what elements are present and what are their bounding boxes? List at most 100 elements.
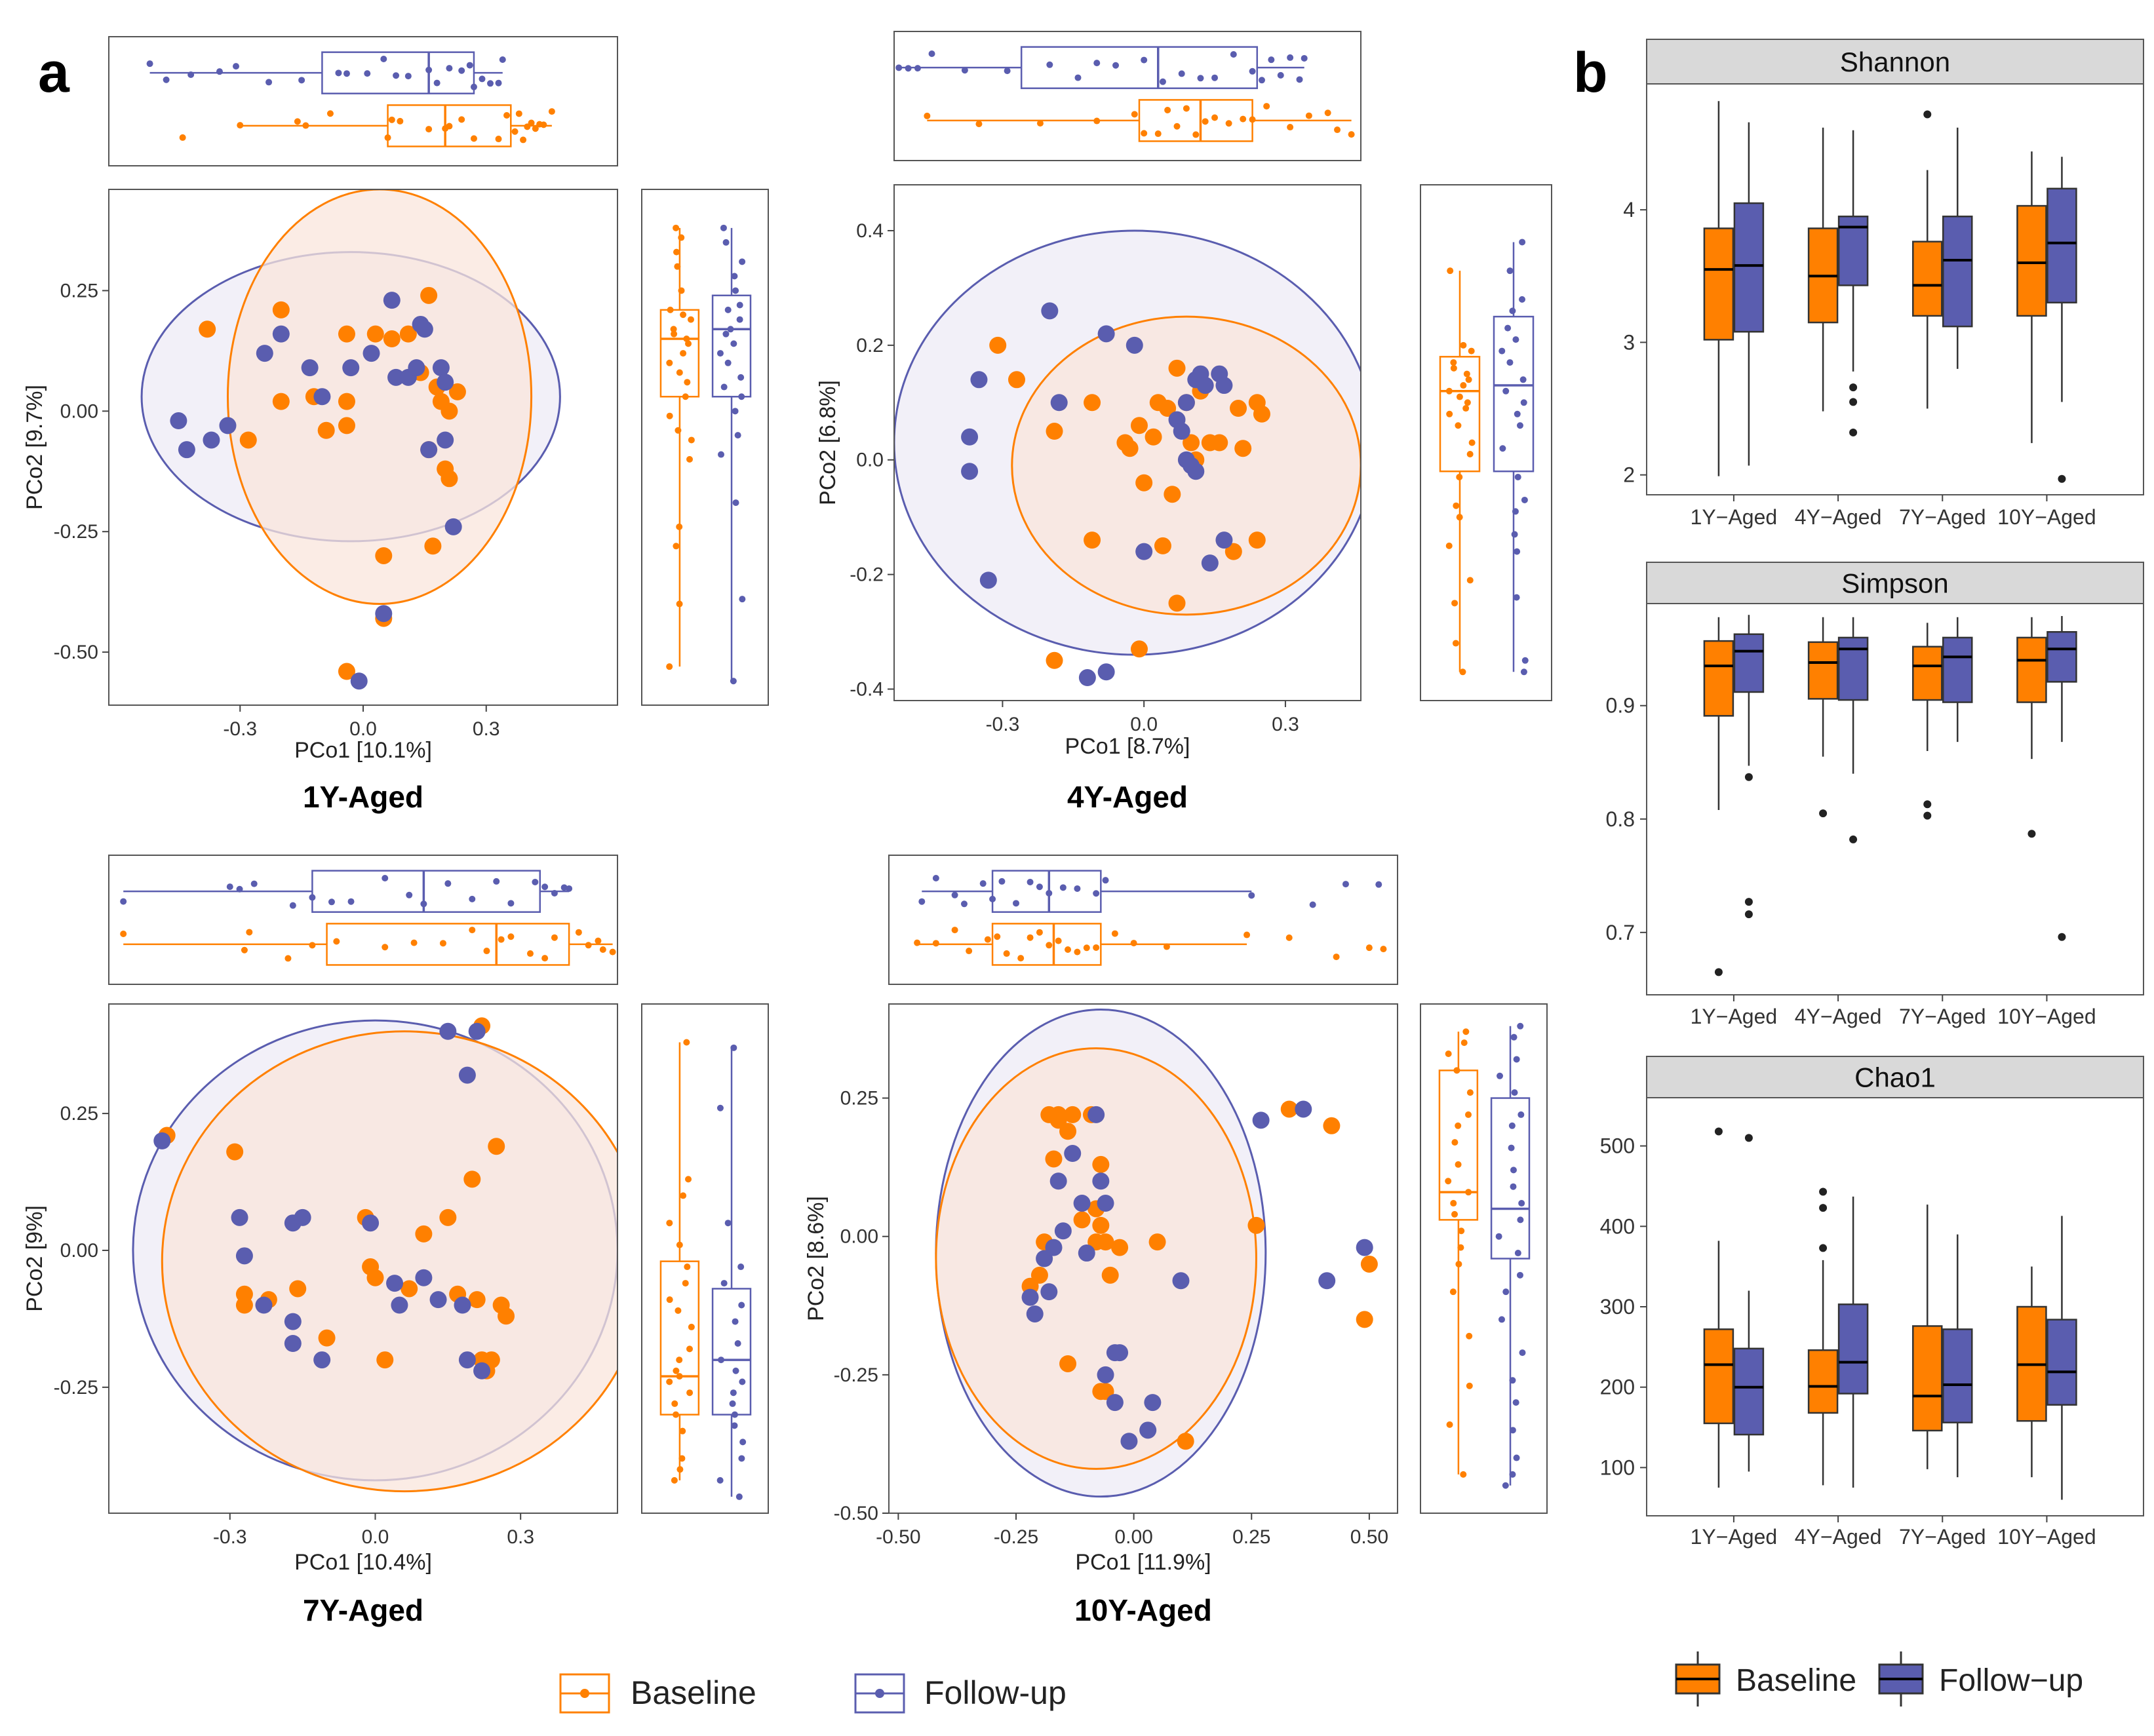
pcoa-4y-point-baseline-18	[1230, 400, 1247, 417]
box-simpson-y-tick-label-2: 0.9	[1606, 694, 1635, 718]
pcoa-7y-point-baseline-9	[366, 1269, 384, 1286]
pcoa-10y-point-baseline-7	[1049, 1111, 1067, 1129]
pcoa-7y-point-followup-2	[235, 1247, 253, 1265]
pcoa-7y-side-dot-baseline-12	[673, 1367, 680, 1374]
box-shannon-box-followup-2	[1942, 216, 1973, 328]
legend-a-followup-key-dot	[875, 1689, 884, 1698]
pcoa-7y-side-dot-baseline-0	[683, 1039, 690, 1046]
box-shannon-y-tick-label-2: 4	[1623, 198, 1635, 222]
pcoa-7y-top-dot-followup-17	[551, 889, 558, 897]
pcoa-4y-point-followup-4	[1041, 302, 1059, 320]
pcoa-4y-top-dot-followup-10	[1141, 56, 1148, 64]
pcoa-4y-top-dot-followup-6	[1046, 61, 1053, 68]
pcoa-1y-top-dot-baseline-22	[540, 121, 547, 128]
pcoa-7y-point-baseline-5	[289, 1280, 307, 1298]
pcoa-7y-side-dot-followup-16	[738, 1455, 745, 1462]
pcoa-1y-top-dot-followup-12	[404, 73, 412, 80]
pcoa-4y-point-followup-15	[1196, 377, 1214, 395]
pcoa-10y-top-dot-baseline-10	[1046, 942, 1053, 949]
pcoa-4y-side-dot-baseline-3	[1450, 359, 1457, 366]
pcoa-1y-top-dot-baseline-8	[425, 126, 433, 133]
pcoa-4y-point-baseline-27	[1046, 651, 1063, 669]
pcoa-7y-side-dot-baseline-11	[676, 1357, 683, 1364]
pcoa-10y-side-dot-baseline-15	[1455, 1260, 1462, 1267]
pcoa-4y-top-dot-baseline-11	[1202, 118, 1209, 125]
pcoa-1y-point-followup-19	[437, 431, 454, 449]
pcoa-7y-side-dot-baseline-10	[686, 1345, 694, 1353]
pcoa-10y-point-baseline-21	[1148, 1233, 1166, 1251]
pcoa-10y-side-dot-followup-14	[1516, 1271, 1523, 1279]
pcoa-1y-point-baseline-17	[448, 383, 466, 400]
pcoa-10y-top-dot-baseline-23	[1380, 946, 1387, 953]
pcoa-7y-top-dot-baseline-7	[410, 939, 418, 946]
pcoa-4y-top-dot-followup-19	[1277, 71, 1284, 79]
legend-b: Baseline Follow−up	[1675, 1651, 2083, 1707]
pcoa-1y-point-baseline-5	[317, 421, 335, 439]
pcoa-7y-x-axis-label: PCo1 [10.4%]	[294, 1550, 432, 1575]
pcoa-1y-top-dot-baseline-14	[503, 112, 511, 119]
pcoa-4y-top-dot-baseline-16	[1263, 103, 1270, 110]
pcoa-4y-top-dot-followup-11	[1159, 78, 1166, 85]
box-chao1-box-baseline-2	[1912, 1325, 1943, 1432]
pcoa-10y-point-followup-19	[1252, 1111, 1270, 1129]
pcoa-1y-top-box-baseline	[387, 104, 512, 147]
pcoa-4y-top-box-followup	[1020, 46, 1259, 89]
pcoa-1y-top-dot-baseline-4	[326, 110, 334, 117]
pcoa-1y-side-dot-baseline-22	[673, 543, 680, 550]
pcoa-10y-y-tick-label-3: 0.25	[840, 1088, 878, 1109]
legend-b-baseline: Baseline	[1675, 1651, 1856, 1707]
pcoa-1y-point-baseline-7	[338, 417, 355, 434]
pcoa-10y-x-tick-label-0: -0.50	[876, 1526, 920, 1548]
pcoa-1y-side-dot-followup-15	[738, 393, 745, 400]
pcoa-10y-side-dot-baseline-4	[1466, 1089, 1474, 1096]
pcoa-1y-top-dot-baseline-23	[548, 108, 555, 115]
pcoa-10y-point-baseline-15	[1101, 1266, 1119, 1284]
pcoa-4y-point-baseline-22	[1224, 543, 1242, 560]
pcoa-4y-top-dot-baseline-4	[1131, 111, 1138, 118]
pcoa-10y-point-baseline-17	[1030, 1266, 1048, 1284]
pcoa-4y-top-dot-followup-20	[1287, 54, 1294, 61]
pcoa-4y-side-dot-baseline-6	[1465, 376, 1472, 383]
box-simpson-outlier-followup-1-0	[1849, 835, 1858, 843]
box-shannon-box-baseline-2	[1912, 241, 1943, 317]
box-chao1-x-tick-label-0: 1Y−Aged	[1691, 1525, 1778, 1549]
pcoa-10y-point-followup-24	[1106, 1344, 1124, 1362]
pcoa-10y-side-dot-baseline-17	[1466, 1332, 1473, 1340]
box-chao1-outlier-baseline-0-0	[1714, 1127, 1723, 1136]
pcoa-4y-point-followup-6	[1097, 325, 1115, 343]
pcoa-1y-point-followup-3	[219, 417, 237, 434]
pcoa-1y-top-dot-baseline-19	[528, 119, 535, 126]
pcoa-1y-point-baseline-2	[272, 301, 290, 318]
legend-b-followup-label: Follow−up	[1939, 1663, 2083, 1698]
pcoa-1y-top-dot-baseline-15	[511, 128, 519, 135]
pcoa-4y-point-followup-3	[979, 571, 997, 589]
pcoa-7y-plot-frame	[108, 1003, 618, 1514]
pcoa-4y-side-dot-followup-12	[1516, 422, 1523, 429]
pcoa-1y-top-dot-followup-6	[298, 77, 305, 84]
pcoa-10y-point-followup-10	[1087, 1106, 1105, 1123]
box-shannon-strip	[1646, 39, 2144, 85]
pcoa-1y-side-dot-baseline-3	[674, 263, 681, 270]
pcoa-7y-y-tick-label-1: 0.00	[60, 1240, 98, 1262]
box-chao1-x-tick-label-2: 7Y−Aged	[1899, 1525, 1986, 1549]
box-chao1-outlier-baseline-1-0	[1819, 1187, 1828, 1196]
pcoa-10y-y-axis-label: PCo2 [8.6%]	[804, 1196, 829, 1321]
pcoa-1y-side-dot-baseline-1	[678, 234, 685, 241]
pcoa-10y-top-frame	[888, 855, 1398, 985]
pcoa-1y-point-followup-1	[178, 441, 195, 459]
pcoa-1y-side-dot-followup-11	[716, 350, 724, 357]
pcoa-10y-point-baseline-27	[1356, 1311, 1373, 1328]
pcoa-4y-side-dot-baseline-17	[1453, 502, 1460, 509]
pcoa-4y-point-followup-20	[1215, 531, 1233, 549]
pcoa-4y-side-dot-baseline-8	[1445, 387, 1453, 395]
pcoa-10y-top-dot-followup-12	[1074, 885, 1081, 892]
pcoa-4y-point-followup-7	[1126, 336, 1143, 354]
legend-a-followup-label: Follow-up	[924, 1674, 1067, 1711]
box-shannon-outlier-followup-1-1	[1849, 398, 1858, 406]
box-shannon-strip-title: Shannon	[1840, 47, 1950, 77]
pcoa-4y-point-followup-5	[1050, 394, 1068, 412]
pcoa-10y-side-dot-followup-0	[1517, 1022, 1524, 1030]
pcoa-10y-point-followup-16	[1139, 1421, 1157, 1439]
box-simpson-x-tick-label-2: 7Y−Aged	[1899, 1005, 1986, 1028]
pcoa-1y-top-dot-baseline-0	[179, 134, 186, 141]
